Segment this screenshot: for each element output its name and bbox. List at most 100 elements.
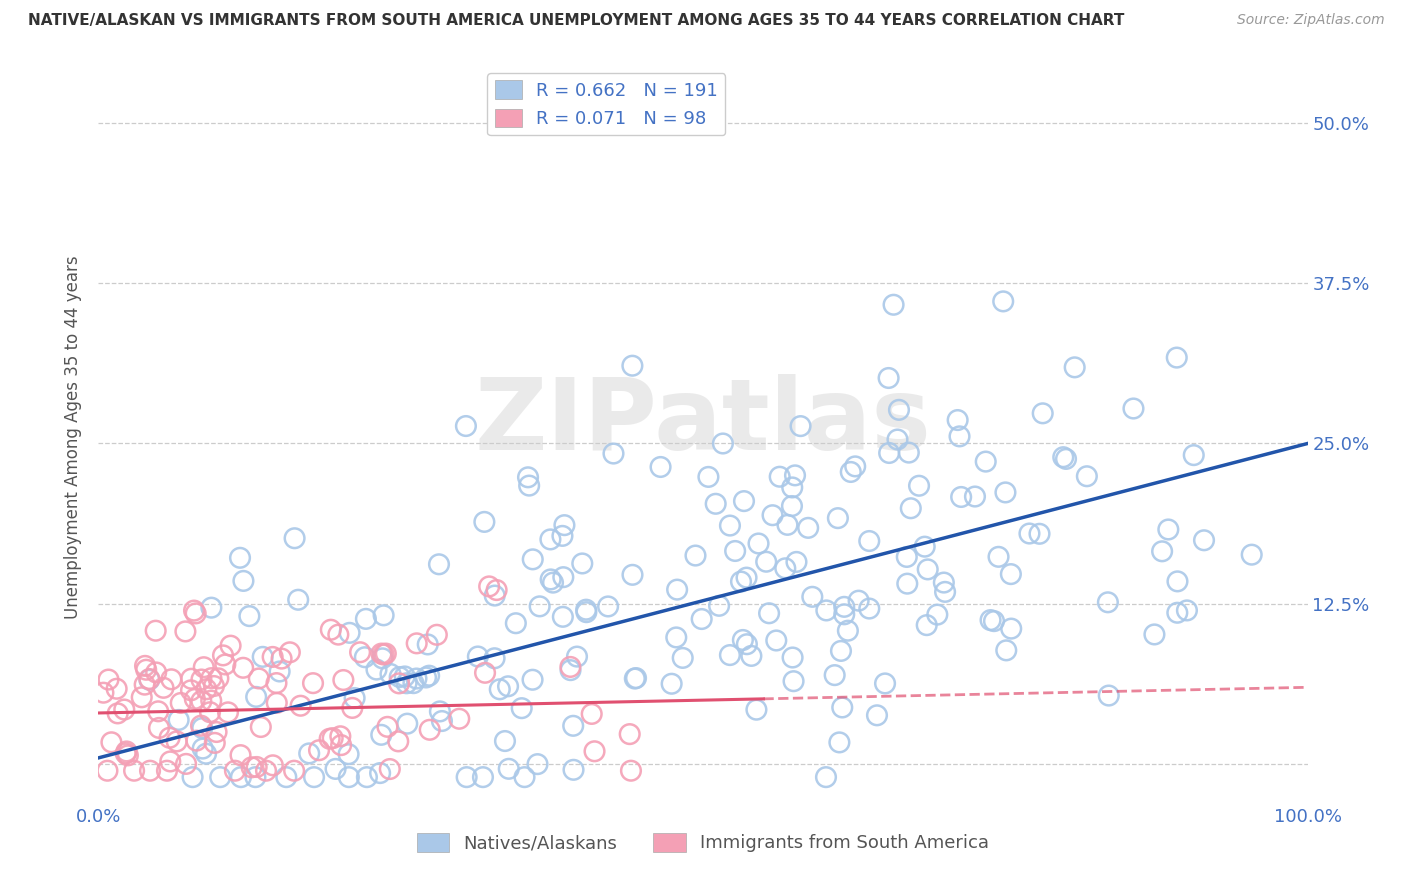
Point: [276, 770, 298, 784]
Point: [170, 696, 193, 710]
Point: [484, 589, 506, 603]
Point: [724, 544, 747, 558]
Point: [302, 770, 325, 784]
Point: [287, 592, 309, 607]
Point: [513, 770, 536, 784]
Point: [946, 413, 969, 427]
Point: [883, 298, 905, 312]
Point: [685, 549, 707, 563]
Point: [496, 679, 519, 693]
Point: [897, 445, 920, 459]
Point: [1166, 574, 1188, 589]
Point: [562, 763, 585, 777]
Point: [212, 648, 235, 663]
Point: [454, 419, 477, 434]
Point: [160, 673, 183, 687]
Point: [198, 705, 221, 719]
Point: [565, 649, 588, 664]
Point: [284, 531, 307, 545]
Point: [858, 601, 880, 615]
Point: [174, 756, 197, 771]
Point: [354, 612, 377, 626]
Point: [262, 758, 284, 772]
Point: [387, 734, 409, 748]
Point: [184, 607, 207, 621]
Point: [145, 665, 167, 680]
Point: [831, 700, 853, 714]
Point: [166, 734, 188, 748]
Point: [494, 734, 516, 748]
Point: [131, 690, 153, 705]
Point: [325, 762, 347, 776]
Point: [190, 694, 212, 708]
Point: [138, 673, 160, 687]
Point: [730, 574, 752, 589]
Point: [758, 607, 780, 621]
Point: [229, 550, 252, 565]
Point: [402, 676, 425, 690]
Point: [1052, 450, 1074, 465]
Point: [814, 770, 837, 784]
Point: [224, 764, 246, 778]
Point: [839, 465, 862, 479]
Point: [467, 649, 489, 664]
Point: [238, 609, 260, 624]
Point: [950, 490, 973, 504]
Point: [782, 650, 804, 665]
Point: [1192, 533, 1215, 548]
Point: [517, 470, 540, 484]
Point: [112, 702, 135, 716]
Point: [97, 673, 120, 687]
Point: [1152, 544, 1174, 558]
Point: [269, 665, 291, 679]
Point: [195, 682, 218, 697]
Point: [488, 682, 510, 697]
Point: [974, 454, 997, 468]
Point: [377, 720, 399, 734]
Point: [827, 511, 849, 525]
Point: [159, 755, 181, 769]
Point: [134, 658, 156, 673]
Point: [214, 657, 236, 672]
Point: [1028, 526, 1050, 541]
Point: [122, 764, 145, 778]
Point: [1063, 360, 1085, 375]
Point: [1076, 469, 1098, 483]
Text: NATIVE/ALASKAN VS IMMIGRANTS FROM SOUTH AMERICA UNEMPLOYMENT AMONG AGES 35 TO 44: NATIVE/ALASKAN VS IMMIGRANTS FROM SOUTH …: [28, 13, 1125, 29]
Point: [783, 468, 806, 483]
Point: [619, 727, 641, 741]
Point: [1018, 526, 1040, 541]
Point: [138, 672, 160, 686]
Point: [337, 747, 360, 762]
Point: [278, 645, 301, 659]
Point: [620, 764, 643, 778]
Text: ZIPatlas: ZIPatlas: [475, 374, 931, 471]
Point: [229, 748, 252, 763]
Point: [205, 725, 228, 739]
Point: [824, 668, 846, 682]
Point: [191, 721, 214, 735]
Point: [426, 628, 449, 642]
Point: [562, 719, 585, 733]
Point: [765, 633, 787, 648]
Point: [302, 676, 325, 690]
Point: [186, 733, 208, 747]
Point: [200, 671, 222, 685]
Point: [191, 741, 214, 756]
Point: [505, 616, 527, 631]
Point: [873, 676, 896, 690]
Point: [1032, 406, 1054, 420]
Point: [290, 698, 312, 713]
Point: [1000, 622, 1022, 636]
Point: [661, 677, 683, 691]
Point: [388, 676, 411, 690]
Point: [697, 470, 720, 484]
Point: [832, 607, 855, 622]
Point: [405, 636, 427, 650]
Point: [510, 701, 533, 715]
Point: [735, 571, 758, 585]
Point: [190, 673, 212, 687]
Point: [266, 676, 288, 690]
Point: [427, 558, 450, 572]
Point: [553, 570, 575, 584]
